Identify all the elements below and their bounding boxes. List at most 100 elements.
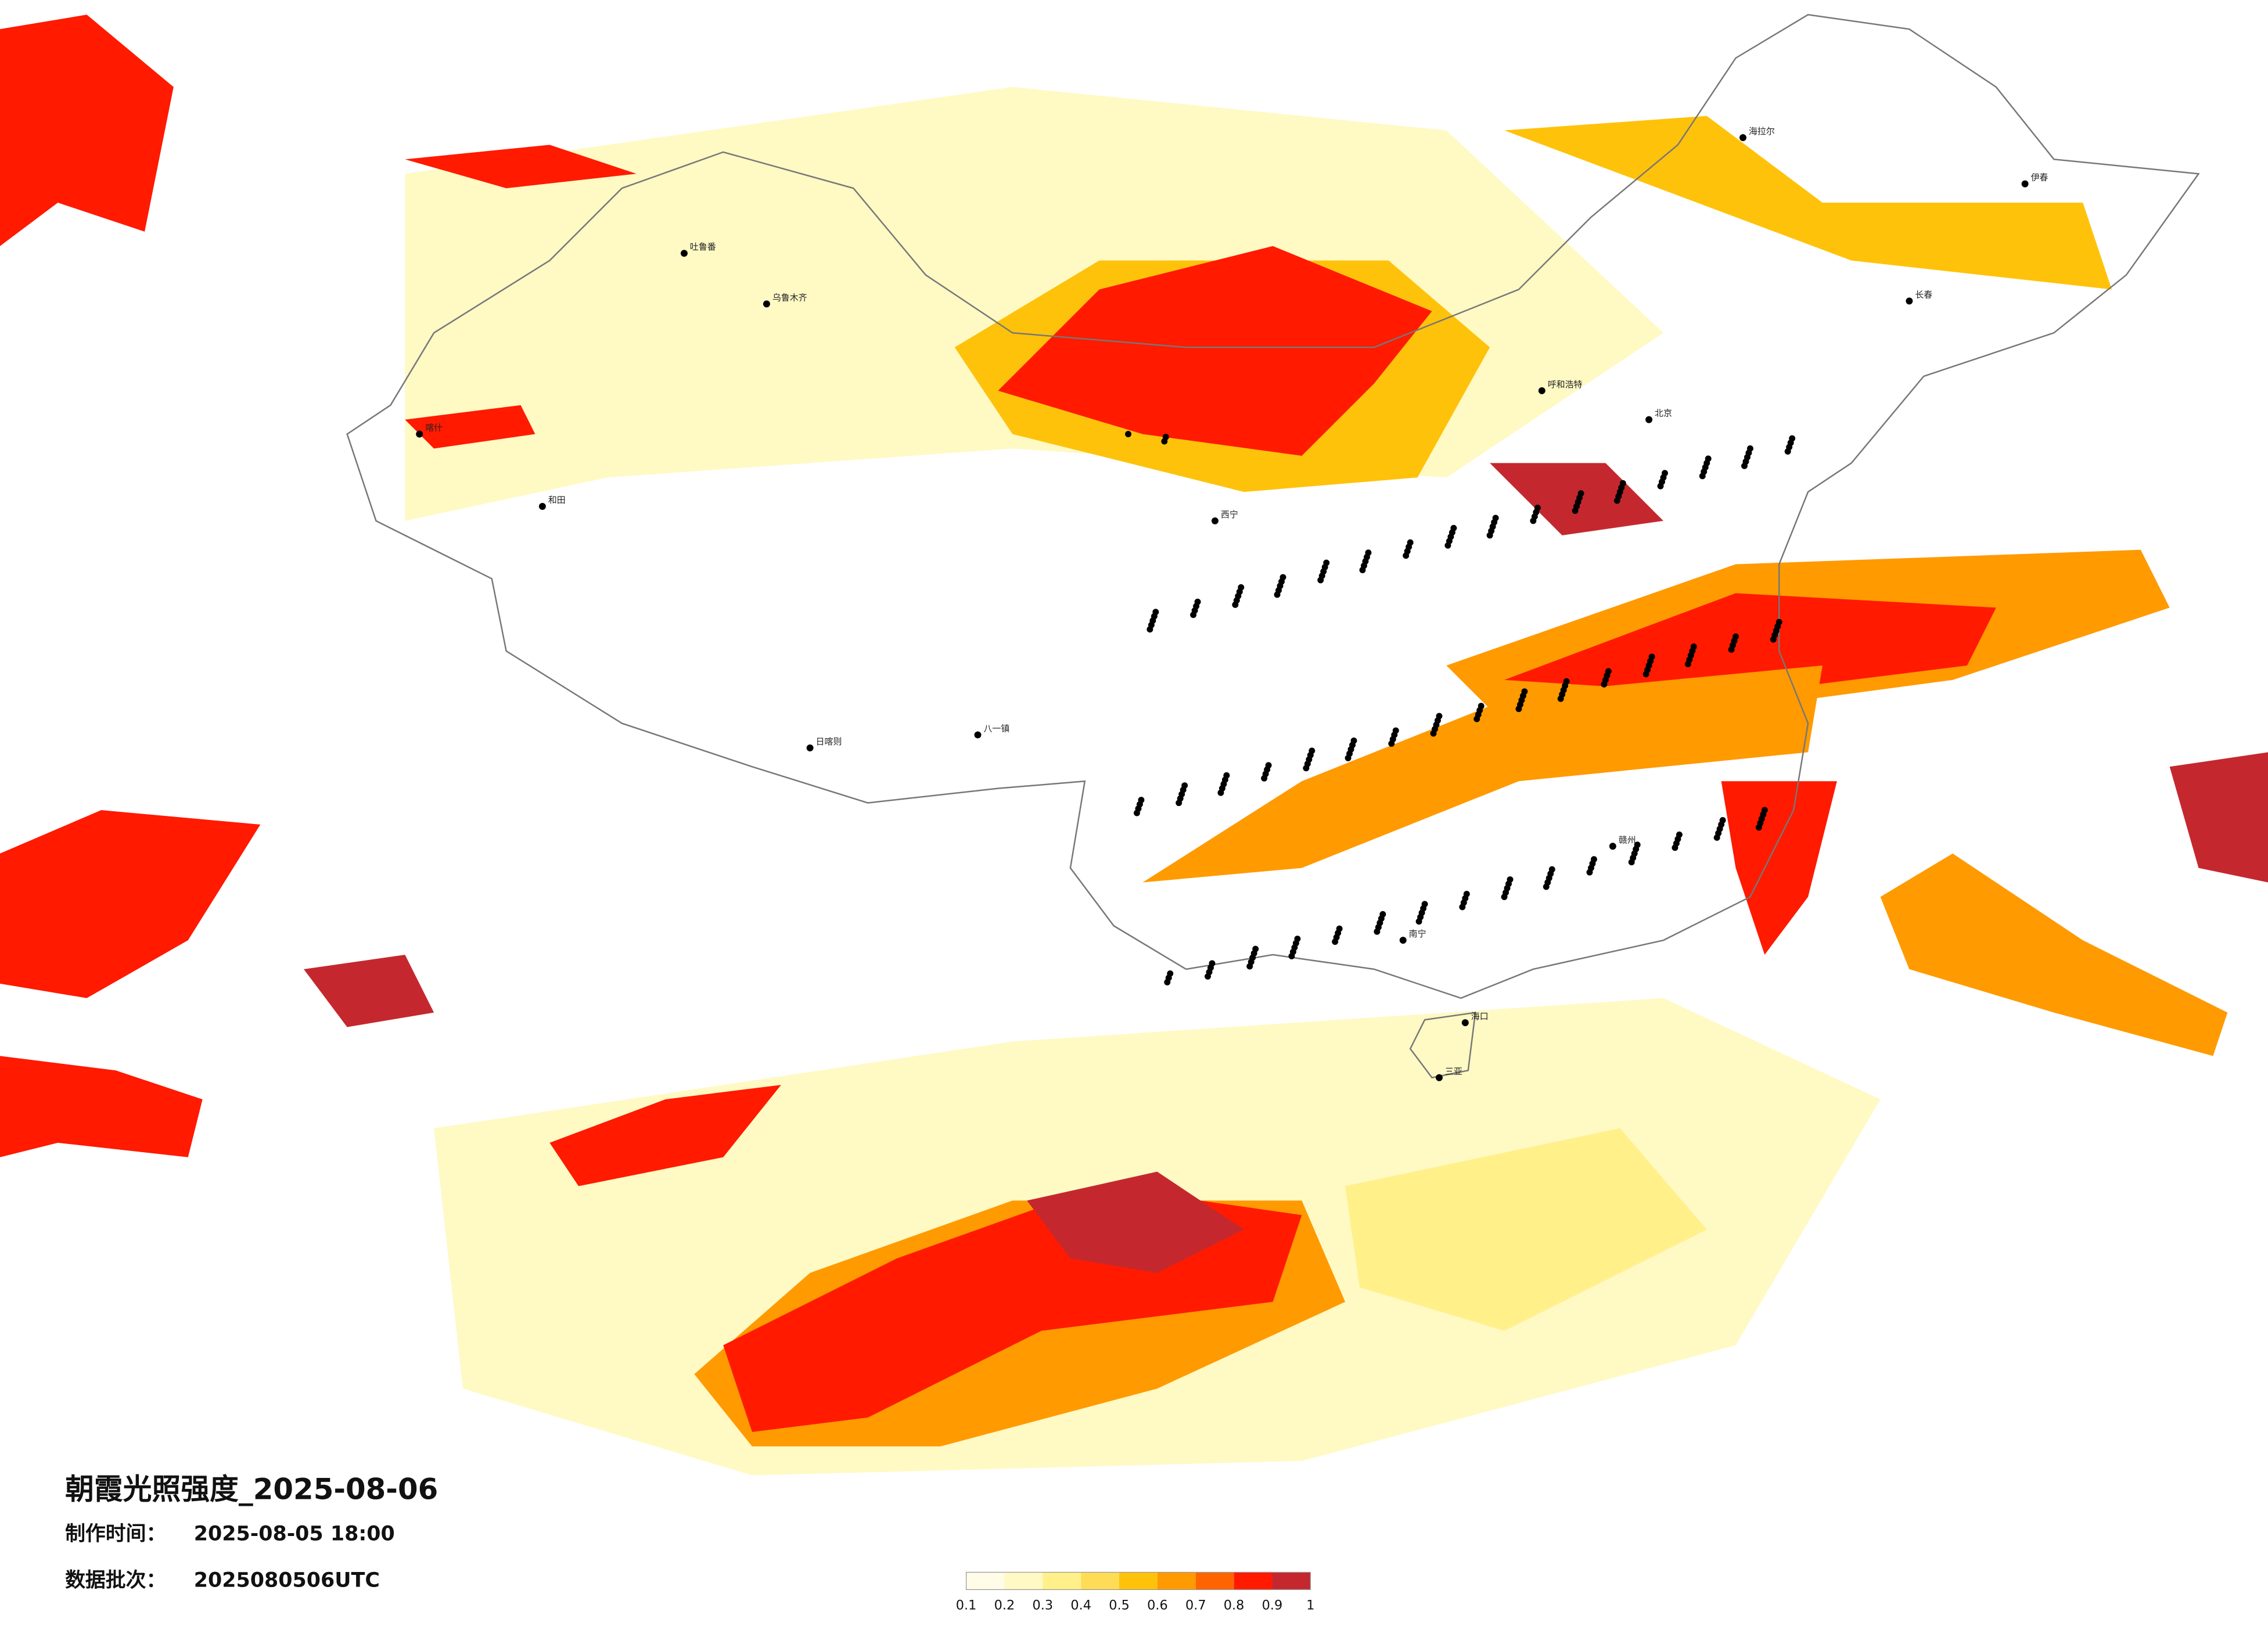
city-dot — [1211, 517, 1219, 524]
city-dot — [1501, 893, 1508, 900]
colorbar-tick-label: 0.4 — [1070, 1598, 1091, 1613]
city-dot — [1601, 681, 1608, 688]
colorbar-cell — [1157, 1572, 1196, 1590]
city-dot — [1741, 462, 1748, 469]
city-dot — [1274, 591, 1281, 598]
city-dot — [416, 430, 423, 438]
city-dot — [1303, 765, 1310, 772]
city-label: 赣州 — [1619, 834, 1636, 845]
city-label: 和田 — [548, 495, 566, 505]
heat-red — [0, 1056, 203, 1157]
city-label: 长春 — [1915, 289, 1932, 300]
heat-red — [0, 15, 174, 246]
city-dot — [763, 300, 770, 308]
city-label: 乌鲁木齐 — [772, 292, 807, 303]
colorbar-cell — [1004, 1572, 1043, 1590]
city-label: 八一镇 — [983, 724, 1009, 734]
city-dot — [1359, 567, 1366, 574]
city-dot — [1699, 473, 1706, 480]
heat-red — [405, 145, 637, 189]
hainan-outline — [1409, 1012, 1476, 1079]
city-dot — [1436, 1074, 1443, 1081]
city-dot — [1728, 646, 1735, 653]
city-label: 三亚 — [1445, 1066, 1462, 1077]
city-dot — [538, 503, 546, 510]
heat-dark — [2169, 752, 2268, 883]
city-dot — [1739, 134, 1746, 141]
city-label: 海拉尔 — [1749, 126, 1775, 136]
made-time: 2025-08-05 18:00 — [194, 1523, 395, 1546]
city-dot — [1146, 626, 1153, 633]
colorbar-cell — [1195, 1572, 1234, 1590]
city-dot — [1486, 532, 1493, 539]
heat-dark — [1027, 1171, 1244, 1273]
city-dot — [1473, 715, 1480, 722]
city-dot — [1572, 508, 1579, 514]
city-dot — [1530, 517, 1537, 524]
city-label: 呼和浩特 — [1548, 379, 1583, 390]
city-dot — [1317, 577, 1324, 584]
city-label: 伊春 — [2031, 172, 2048, 183]
city-dot — [1205, 973, 1211, 980]
city-dot — [1232, 601, 1239, 608]
city-dot — [1684, 661, 1691, 667]
map-title: 朝霞光照强度_2025-08-06 — [65, 1473, 438, 1506]
city-dot — [1161, 438, 1168, 445]
city-dot — [1543, 883, 1550, 890]
city-dot — [1430, 730, 1437, 737]
heat-light — [1345, 1128, 1707, 1331]
city-label: 北京 — [1655, 408, 1672, 419]
city-dot — [1657, 483, 1664, 490]
heat-orange — [1504, 116, 2112, 290]
colorbar-frame — [965, 1571, 1311, 1590]
city-label: 西宁 — [1221, 509, 1238, 520]
colorbar-tick-label: 1 — [1306, 1598, 1314, 1613]
colorbar-cell — [1081, 1572, 1120, 1590]
city-label: 喀什 — [425, 423, 443, 433]
city-dot — [1515, 706, 1522, 713]
city-dot — [1134, 810, 1140, 816]
city-dot — [1217, 789, 1224, 796]
city-dot — [1190, 611, 1197, 618]
heat-red — [1504, 593, 1996, 695]
city-dot — [1770, 636, 1777, 643]
city-dot — [1399, 937, 1407, 944]
city-dot — [1332, 938, 1339, 945]
city-dot — [1557, 695, 1564, 702]
colorbar-tick-label: 0.7 — [1185, 1598, 1206, 1613]
city-dot — [1125, 431, 1132, 437]
country-outline — [346, 13, 2200, 999]
heat-red — [0, 810, 261, 998]
city-dot — [2021, 180, 2029, 188]
city-dot — [1374, 928, 1381, 935]
heat-field — [0, 15, 2268, 1476]
city-dot — [1713, 834, 1720, 841]
heat-red — [405, 405, 535, 449]
colorbar-cell — [1272, 1572, 1311, 1590]
batch-label: 数据批次： — [65, 1569, 166, 1592]
city-dot — [1261, 775, 1268, 782]
colorbar-tick-label: 0.1 — [956, 1598, 977, 1613]
colorbar-tick-label: 0.9 — [1262, 1598, 1283, 1613]
colorbar-tick-label: 0.6 — [1147, 1598, 1168, 1613]
city-dot — [1609, 843, 1616, 850]
city-dot — [1403, 552, 1410, 559]
city-dot — [1613, 497, 1620, 504]
colorbar-tick-label: 0.8 — [1224, 1598, 1245, 1613]
heat-dark — [1490, 463, 1663, 535]
colorbar-tick-label: 0.5 — [1109, 1598, 1130, 1613]
heat-red — [998, 246, 1432, 456]
colorbar-cell — [1234, 1572, 1273, 1590]
heat-orange — [1142, 665, 1823, 883]
heat-orange — [1880, 853, 2228, 1056]
city-dot — [1642, 671, 1649, 678]
city-dot — [1176, 800, 1182, 807]
city-dot — [806, 744, 814, 751]
colorbar: 0.1 0.2 0.3 0.4 0.5 0.6 0.7 0.8 0.9 1 — [956, 1571, 1314, 1613]
city-dot — [1586, 869, 1593, 876]
city-dot — [1459, 904, 1466, 911]
city-dot — [1906, 297, 1913, 305]
made-label: 制作时间： — [65, 1523, 166, 1546]
city-dot — [1288, 953, 1295, 960]
